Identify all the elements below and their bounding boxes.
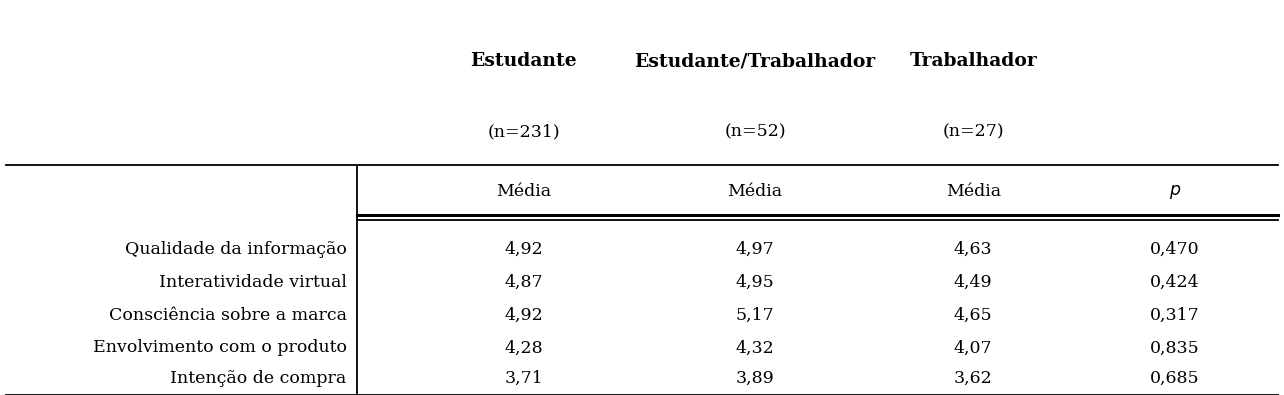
Text: Consciência sobre a marca: Consciência sobre a marca — [109, 307, 347, 324]
Text: (n=27): (n=27) — [942, 124, 1004, 141]
Text: Estudante: Estudante — [470, 52, 578, 70]
Text: (n=52): (n=52) — [724, 124, 786, 141]
Text: 5,17: 5,17 — [736, 307, 774, 324]
Text: 0,835: 0,835 — [1150, 339, 1199, 357]
Text: 0,424: 0,424 — [1150, 274, 1199, 291]
Text: Envolvimento com o produto: Envolvimento com o produto — [92, 339, 347, 357]
Text: 3,89: 3,89 — [736, 370, 774, 387]
Text: 0,685: 0,685 — [1150, 370, 1199, 387]
Text: 4,92: 4,92 — [505, 307, 543, 324]
Text: 0,317: 0,317 — [1150, 307, 1199, 324]
Text: Interatividade virtual: Interatividade virtual — [159, 274, 347, 291]
Text: Média: Média — [946, 183, 1000, 200]
Text: 4,95: 4,95 — [736, 274, 774, 291]
Text: $p$: $p$ — [1168, 182, 1181, 201]
Text: 4,92: 4,92 — [505, 241, 543, 258]
Text: 0,470: 0,470 — [1150, 241, 1199, 258]
Text: 4,07: 4,07 — [954, 339, 993, 357]
Text: Qualidade da informação: Qualidade da informação — [125, 241, 347, 258]
Text: Média: Média — [728, 183, 782, 200]
Text: 4,65: 4,65 — [954, 307, 993, 324]
Text: Intenção de compra: Intenção de compra — [171, 370, 347, 387]
Text: 4,97: 4,97 — [736, 241, 774, 258]
Text: 3,62: 3,62 — [954, 370, 993, 387]
Text: 4,63: 4,63 — [954, 241, 993, 258]
Text: (n=231): (n=231) — [488, 124, 560, 141]
Text: Trabalhador: Trabalhador — [909, 52, 1037, 70]
Text: Média: Média — [497, 183, 551, 200]
Text: 3,71: 3,71 — [505, 370, 543, 387]
Text: Estudante/Trabalhador: Estudante/Trabalhador — [634, 52, 876, 70]
Text: 4,28: 4,28 — [505, 339, 543, 357]
Text: 4,32: 4,32 — [736, 339, 774, 357]
Text: 4,49: 4,49 — [954, 274, 993, 291]
Text: 4,87: 4,87 — [505, 274, 543, 291]
